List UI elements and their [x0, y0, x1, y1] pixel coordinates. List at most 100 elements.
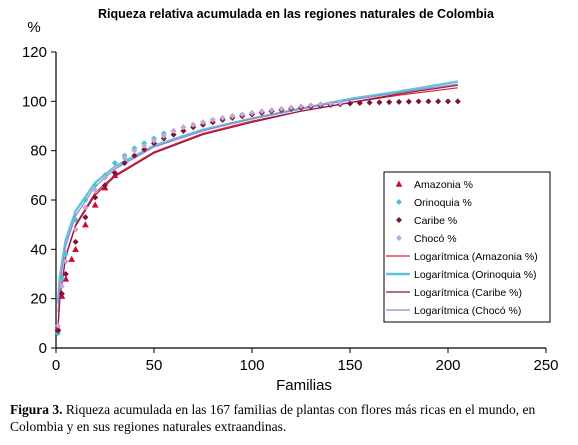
data-point-series-3	[307, 102, 314, 109]
y-tick-label: 0	[39, 340, 47, 357]
y-tick-label: 100	[22, 93, 47, 110]
x-axis-label: Familias	[276, 377, 332, 394]
legend-marker	[396, 235, 402, 241]
data-point-series-3	[268, 106, 275, 113]
x-tick-label: 0	[52, 357, 60, 374]
data-point-series-1	[72, 216, 79, 223]
data-point-series-3	[239, 111, 246, 118]
data-point-series-0	[68, 255, 76, 262]
data-point-series-2	[356, 100, 363, 107]
data-point-series-1	[62, 251, 69, 258]
data-point-series-3	[160, 132, 167, 139]
data-point-series-2	[454, 98, 461, 105]
data-point-series-3	[62, 258, 69, 265]
data-point-series-1	[92, 182, 99, 189]
data-point-series-2	[435, 98, 442, 105]
legend-label: Chocó %	[414, 233, 457, 245]
data-point-series-3	[337, 99, 344, 106]
data-point-series-3	[317, 101, 324, 108]
data-point-series-2	[170, 131, 177, 138]
data-point-series-2	[58, 290, 65, 297]
data-point-series-3	[229, 113, 236, 120]
data-point-series-3	[258, 108, 265, 115]
figure-caption: Figura 3. Riqueza acumulada en las 167 f…	[10, 401, 572, 435]
data-point-series-3	[170, 127, 177, 134]
data-point-series-3	[180, 124, 187, 131]
x-tick-label: 250	[533, 357, 558, 374]
data-point-series-2	[62, 271, 69, 277]
data-point-series-0	[62, 275, 70, 282]
data-point-series-3	[58, 283, 65, 290]
data-points	[54, 98, 461, 337]
data-point-series-2	[396, 98, 402, 105]
data-point-series-2	[121, 160, 128, 166]
caption-label: Figura 3.	[10, 402, 63, 417]
y-tick-label: 60	[30, 192, 47, 209]
y-tick-label: 80	[30, 143, 47, 160]
legend-box	[383, 171, 551, 323]
data-point-series-3	[249, 109, 255, 116]
data-point-series-2	[405, 98, 412, 105]
data-point-series-2	[376, 99, 383, 106]
data-point-series-3	[92, 187, 99, 194]
legend-label: Logarítmica (Orinoquia %)	[414, 269, 537, 281]
data-point-series-0	[91, 201, 99, 208]
legend-label: Logarítmica (Chocó %)	[414, 305, 521, 317]
data-point-series-3	[121, 155, 128, 162]
data-point-series-2	[347, 100, 353, 107]
data-point-series-2	[111, 169, 118, 176]
data-point-series-2	[386, 99, 393, 106]
data-point-series-3	[131, 147, 138, 154]
caption-text: Riqueza acumulada en las 167 familias de…	[10, 402, 536, 434]
data-point-series-2	[92, 194, 99, 201]
data-point-series-3	[102, 174, 108, 181]
axis-ticks: 0 20 40 60 80 100 120 0 50 100 150 200 250	[22, 44, 559, 374]
data-point-series-2	[102, 182, 108, 189]
y-tick-label: 120	[22, 44, 47, 61]
data-point-series-3	[298, 103, 304, 110]
chart-title: Riqueza relativa acumulada en las region…	[98, 7, 495, 21]
data-point-series-1	[58, 275, 65, 282]
data-point-series-2	[180, 127, 187, 134]
data-point-series-1	[82, 197, 89, 203]
data-point-series-2	[141, 146, 148, 153]
trendline-series-7	[57, 83, 458, 313]
legend-label: Orinoquia %	[414, 197, 472, 209]
data-point-series-2	[54, 327, 61, 334]
x-tick-label: 200	[435, 357, 460, 374]
data-point-series-3	[151, 137, 157, 144]
data-point-series-2	[366, 99, 373, 106]
data-point-series-3	[82, 204, 89, 211]
data-point-series-3	[288, 104, 295, 111]
data-point-series-0	[82, 221, 89, 228]
legend: Amazonia % Orinoquia % Caribe % Chocó % Loga…	[383, 171, 551, 323]
y-tick-label: 40	[30, 241, 47, 258]
data-point-series-3	[209, 116, 216, 123]
x-tick-label: 150	[337, 357, 362, 374]
legend-label: Logarítmica (Amazonia %)	[414, 251, 538, 263]
y-tick-label: 20	[30, 291, 47, 308]
data-point-series-3	[54, 322, 61, 329]
x-tick-label: 50	[146, 357, 163, 374]
data-point-series-3	[141, 142, 148, 149]
data-point-series-2	[72, 238, 79, 245]
data-point-series-3	[72, 226, 79, 233]
legend-marker	[395, 180, 403, 187]
legend-label: Amazonia %	[414, 179, 473, 191]
data-point-series-3	[111, 164, 118, 171]
legend-marker	[396, 199, 402, 205]
data-point-series-1	[111, 160, 118, 166]
data-point-series-3	[219, 114, 226, 121]
data-point-series-2	[415, 98, 422, 105]
data-point-series-2	[131, 152, 138, 159]
y-axis-label: %	[27, 19, 40, 36]
chart: Riqueza relativa acumulada en las region…	[22, 7, 559, 394]
data-point-series-2	[445, 98, 451, 105]
data-point-series-3	[278, 105, 285, 112]
x-tick-label: 100	[239, 357, 264, 374]
data-point-series-3	[190, 121, 197, 128]
data-point-series-2	[425, 98, 432, 105]
data-point-series-3	[200, 119, 206, 126]
data-point-series-0	[72, 245, 79, 253]
data-point-series-3	[327, 100, 334, 107]
